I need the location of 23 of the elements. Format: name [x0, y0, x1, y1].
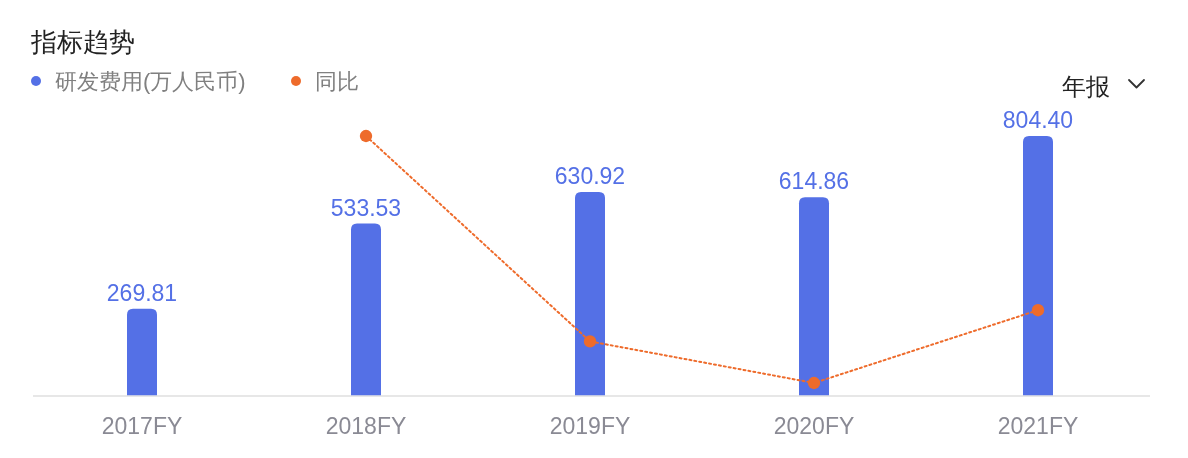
x-tick-label: 2018FY	[325, 413, 407, 439]
legend-label: 同比	[315, 69, 359, 94]
data-label: 614.86	[778, 168, 850, 195]
bar	[1023, 136, 1053, 396]
bar	[575, 192, 605, 396]
x-tick-label: 2017FY	[101, 413, 183, 439]
bar	[799, 197, 829, 396]
point	[359, 129, 373, 143]
point	[1031, 304, 1045, 317]
x-tick-label: 2020FY	[773, 413, 855, 439]
point	[583, 335, 597, 348]
x-tick-label: 2021FY	[997, 413, 1079, 439]
legend-label: 研发费用(万人民币)	[55, 69, 246, 94]
point	[807, 376, 821, 390]
text: 年报	[1062, 73, 1110, 100]
data-label: 269.81	[106, 279, 178, 306]
data-label: 804.40	[1002, 107, 1074, 133]
bar	[127, 308, 157, 396]
chart-title: 指标趋势	[30, 27, 135, 57]
x-tick-label: 2019FY	[549, 413, 631, 439]
bar	[351, 223, 381, 396]
data-label: 630.92	[554, 163, 626, 190]
data-label: 533.53	[330, 194, 402, 221]
